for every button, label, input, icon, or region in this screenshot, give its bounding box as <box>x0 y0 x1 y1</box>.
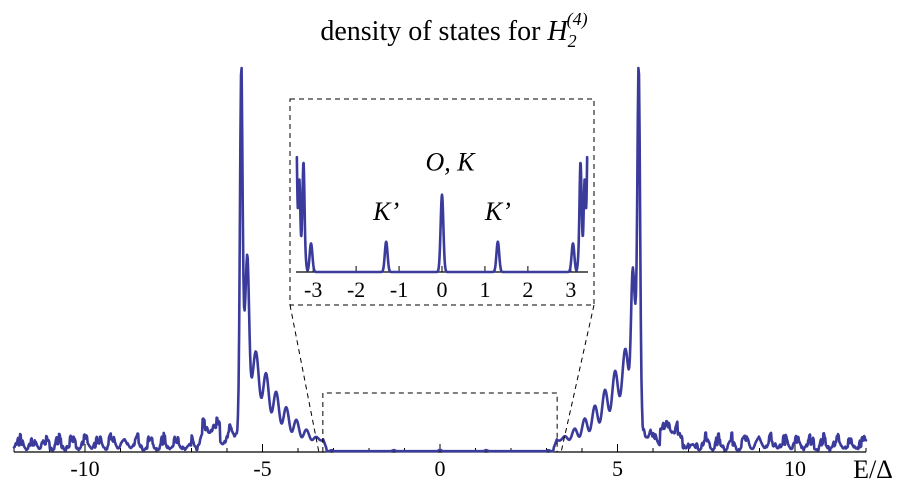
inset-tick-label: 0 <box>437 277 448 302</box>
main-tick-label: -10 <box>70 456 99 481</box>
inset-tick-label: 3 <box>565 277 576 302</box>
inset-frame <box>289 98 595 306</box>
zoom-connector-right <box>560 304 595 453</box>
chart-title-symbol: H <box>546 16 569 47</box>
inset-annotation: O, K <box>425 148 476 177</box>
inset-annotation: K’ <box>484 197 511 226</box>
chart-title: density of states for H2(4) <box>320 9 587 51</box>
main-tick-label: 0 <box>435 456 446 481</box>
inset-tick-label: 2 <box>522 277 533 302</box>
inset-tick-label: -1 <box>390 277 408 302</box>
main-tick-label: 5 <box>612 456 623 481</box>
inset-annotations: O, K K’ K’ <box>372 148 511 226</box>
inset-annotation: K’ <box>372 197 399 226</box>
x-axis-label: E/Δ <box>853 455 893 484</box>
chart-title-subscript: 2 <box>568 31 577 51</box>
inset-series <box>295 155 589 274</box>
inset-tick-label: 1 <box>479 277 490 302</box>
zoom-box-outline <box>322 392 558 452</box>
inset-plot: -3 -2 -1 0 1 2 3 O, K K’ K’ <box>289 98 595 306</box>
chart-title-prefix: density of states for <box>320 16 547 47</box>
zoom-region <box>289 304 595 453</box>
main-density-curve <box>12 66 868 453</box>
zoom-connector-left <box>289 304 320 453</box>
inset-tick-label: -2 <box>347 277 365 302</box>
main-x-ticks: -10 -5 0 5 10 <box>13 444 867 481</box>
chart-title-superscript: (4) <box>567 9 588 30</box>
main-tick-label: 10 <box>784 456 806 481</box>
main-tick-label: -5 <box>253 456 271 481</box>
main-series <box>12 66 868 453</box>
inset-tick-label: -3 <box>304 277 322 302</box>
inset-density-curve <box>295 155 589 274</box>
